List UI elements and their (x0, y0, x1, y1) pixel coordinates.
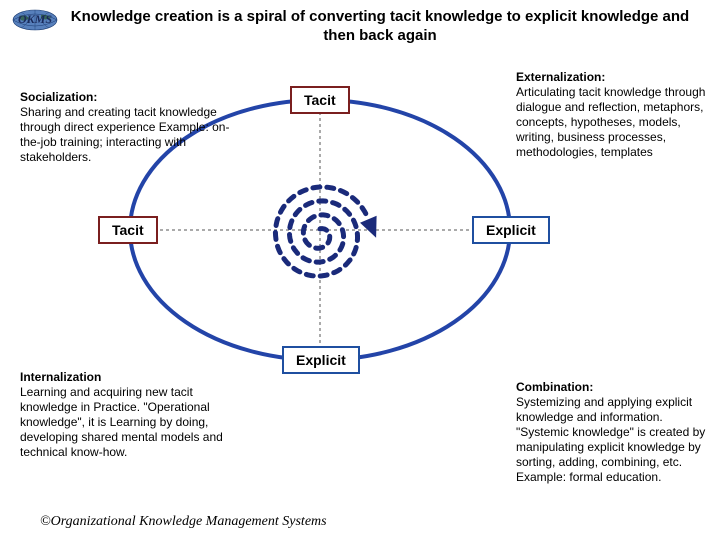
socialization-title: Socialization: (20, 90, 97, 104)
combination-body: Systemizing and applying explicit knowle… (516, 395, 705, 484)
label-explicit-right: Explicit (472, 216, 550, 244)
externalization-body: Articulating tacit knowledge through dia… (516, 85, 705, 159)
quadrant-externalization: Externalization: Articulating tacit know… (516, 70, 706, 160)
label-tacit-left: Tacit (98, 216, 158, 244)
combination-title: Combination: (516, 380, 593, 394)
quadrant-internalization: Internalization Learning and acquiring n… (20, 370, 245, 460)
label-tacit-top: Tacit (290, 86, 350, 114)
label-explicit-bottom: Explicit (282, 346, 360, 374)
internalization-title: Internalization (20, 370, 101, 384)
quadrant-socialization: Socialization: Sharing and creating taci… (20, 90, 230, 165)
page-title: Knowledge creation is a spiral of conver… (70, 8, 720, 46)
quadrant-combination: Combination: Systemizing and applying ex… (516, 380, 706, 485)
logo-text: OKMS (0, 12, 70, 27)
externalization-title: Externalization: (516, 70, 605, 84)
internalization-body: Learning and acquiring new tacit knowled… (20, 385, 223, 459)
socialization-body: Sharing and creating tacit knowledge thr… (20, 105, 229, 164)
header: OKMS Knowledge creation is a spiral of c… (0, 8, 720, 46)
okms-logo: OKMS (0, 8, 70, 36)
footer-copyright: ©Organizational Knowledge Management Sys… (40, 514, 327, 530)
